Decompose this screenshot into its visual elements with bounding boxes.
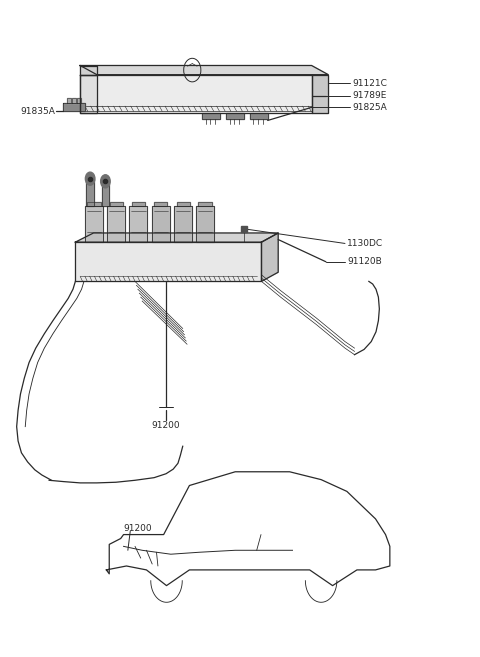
Polygon shape — [262, 233, 278, 281]
Text: 91789E: 91789E — [352, 91, 386, 100]
Polygon shape — [72, 98, 76, 103]
Polygon shape — [110, 202, 123, 206]
Circle shape — [101, 175, 110, 188]
Text: 91121C: 91121C — [352, 79, 387, 87]
Text: 91825A: 91825A — [352, 103, 387, 112]
Text: 91200: 91200 — [152, 421, 180, 430]
Polygon shape — [67, 98, 71, 103]
Polygon shape — [196, 206, 214, 242]
Polygon shape — [132, 202, 145, 206]
Polygon shape — [174, 206, 192, 242]
Text: 91200: 91200 — [123, 524, 152, 533]
Text: 1130DC: 1130DC — [348, 239, 384, 248]
Polygon shape — [250, 112, 268, 119]
Polygon shape — [86, 179, 94, 206]
Polygon shape — [202, 112, 220, 119]
Text: 91835A: 91835A — [21, 107, 55, 116]
Polygon shape — [87, 202, 101, 206]
Polygon shape — [80, 66, 97, 75]
Polygon shape — [75, 242, 262, 281]
Polygon shape — [77, 98, 81, 103]
Polygon shape — [199, 202, 212, 206]
Polygon shape — [312, 75, 328, 112]
Polygon shape — [63, 103, 85, 111]
Polygon shape — [80, 75, 97, 112]
Polygon shape — [108, 206, 125, 242]
Text: 91120B: 91120B — [348, 258, 382, 266]
Polygon shape — [177, 202, 190, 206]
Circle shape — [85, 172, 95, 185]
Polygon shape — [152, 206, 170, 242]
Polygon shape — [102, 181, 109, 206]
Polygon shape — [80, 75, 312, 112]
Polygon shape — [80, 66, 328, 75]
Polygon shape — [75, 233, 278, 242]
Polygon shape — [226, 112, 244, 119]
Polygon shape — [85, 206, 103, 242]
Polygon shape — [129, 206, 147, 242]
Polygon shape — [154, 202, 168, 206]
